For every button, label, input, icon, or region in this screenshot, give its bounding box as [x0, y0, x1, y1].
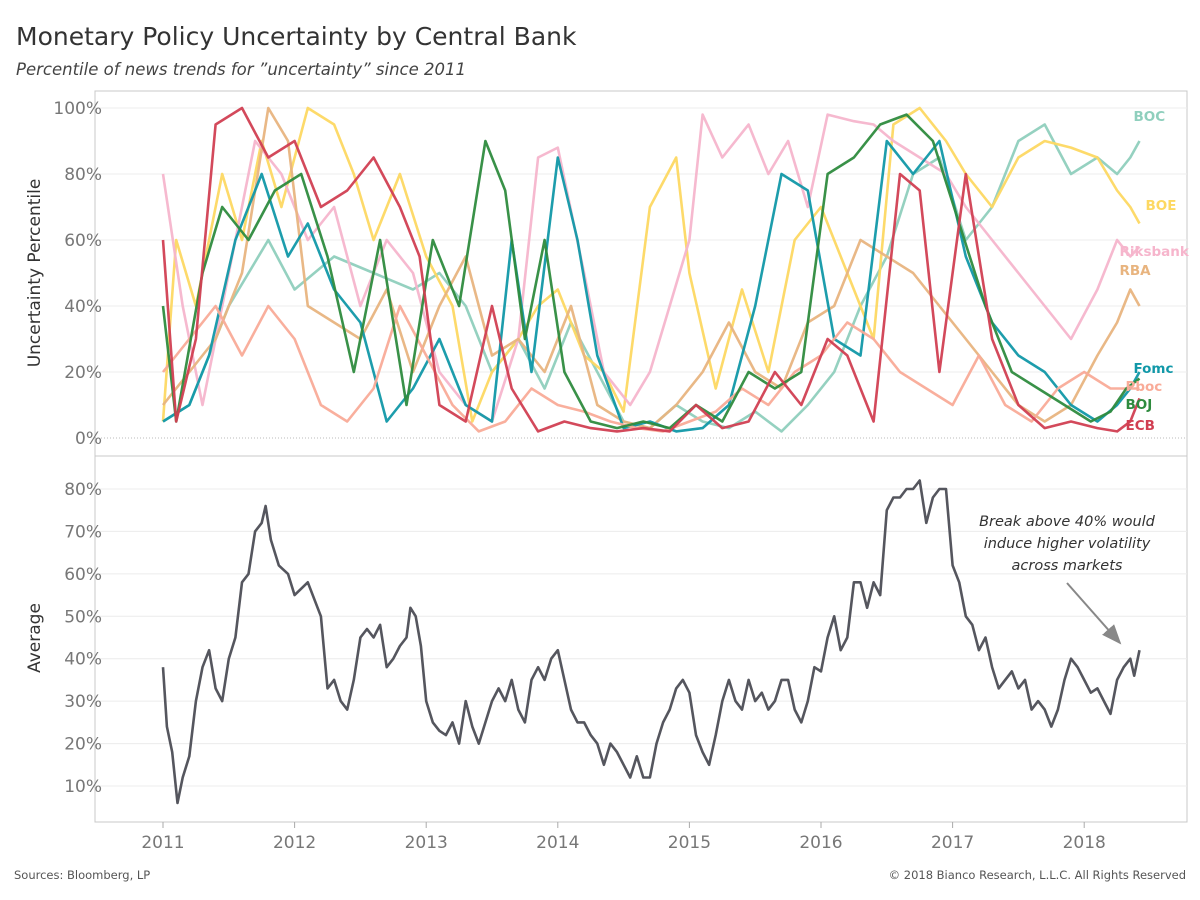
axis-labels: 0% 20% 40% 60% 80% 100% 10% 20% 30% 40% 50% 60% 70% 8…: [25, 99, 1106, 853]
x-tick-label: 2018: [1063, 833, 1106, 853]
series-label-pboc: Pboc: [1125, 379, 1162, 395]
series-line-boc: [162, 123, 1141, 433]
annotation-text-line: across markets: [1012, 558, 1123, 574]
annotation-text-line: induce higher volatility: [984, 536, 1151, 552]
x-tick-label: 2016: [799, 833, 842, 853]
source-note: Sources: Bloomberg, LP: [14, 868, 151, 882]
x-tick-label: 2014: [536, 833, 579, 853]
copyright-note: © 2018 Bianco Research, L.L.C. All Right…: [888, 868, 1186, 882]
chart-frame: [94, 90, 1188, 823]
annotation: Break above 40% would induce higher volat…: [979, 514, 1156, 645]
bottom-y-tick-label: 80%: [64, 480, 102, 500]
series-label-boe: BOE: [1145, 198, 1176, 214]
series-label-riksbank: Riksbank: [1119, 244, 1189, 260]
top-y-tick-label: 60%: [64, 231, 102, 251]
bottom-y-tick-label: 50%: [64, 607, 102, 627]
x-tick-label: 2013: [405, 833, 448, 853]
bottom-y-tick-label: 70%: [64, 522, 102, 542]
bottom-panel-series: [161, 479, 1141, 805]
series-line-boj: [161, 113, 1141, 430]
chart-title: Monetary Policy Uncertainty by Central B…: [16, 22, 577, 51]
series-label-boj: BOJ: [1125, 397, 1152, 413]
x-tick-label: 2017: [931, 833, 974, 853]
top-y-tick-label: 40%: [64, 297, 102, 317]
chart-subtitle: Percentile of news trends for ”uncertain…: [16, 60, 467, 79]
bottom-y-tick-label: 20%: [64, 735, 102, 755]
bottom-y-tick-label: 10%: [64, 777, 102, 797]
bottom-panel-gridlines: [95, 488, 1187, 787]
series-line-riksbank: [161, 113, 1141, 423]
series-label-rba: RBA: [1119, 263, 1151, 279]
top-panel-series: [161, 106, 1141, 433]
top-y-tick-label: 20%: [64, 363, 102, 383]
top-panel-series-labels: BOC BOE Riksbank RBA Fomc Pboc BOJ ECB: [1119, 109, 1189, 434]
top-y-tick-label: 0%: [75, 429, 102, 449]
series-line-rba: [161, 106, 1141, 430]
series-label-boc: BOC: [1133, 109, 1165, 125]
series-line-ecb: [161, 106, 1141, 433]
series-line-average: [161, 479, 1141, 805]
series-label-fomc: Fomc: [1133, 361, 1173, 377]
bottom-y-tick-label: 40%: [64, 650, 102, 670]
bottom-y-axis-title: Average: [25, 603, 45, 673]
bottom-y-tick-label: 60%: [64, 565, 102, 585]
x-tick-label: 2011: [141, 833, 184, 853]
series-line-boe: [161, 106, 1141, 423]
x-tick-label: 2012: [273, 833, 316, 853]
top-y-tick-label: 100%: [53, 99, 102, 119]
x-tick-label: 2015: [668, 833, 711, 853]
bottom-y-tick-label: 30%: [64, 692, 102, 712]
series-line-fomc: [162, 139, 1141, 433]
annotation-arrow: [1066, 582, 1122, 645]
top-y-tick-label: 80%: [64, 165, 102, 185]
top-y-axis-title: Uncertainty Percentile: [25, 179, 45, 368]
annotation-text-line: Break above 40% would: [979, 514, 1156, 530]
series-label-ecb: ECB: [1125, 418, 1154, 434]
